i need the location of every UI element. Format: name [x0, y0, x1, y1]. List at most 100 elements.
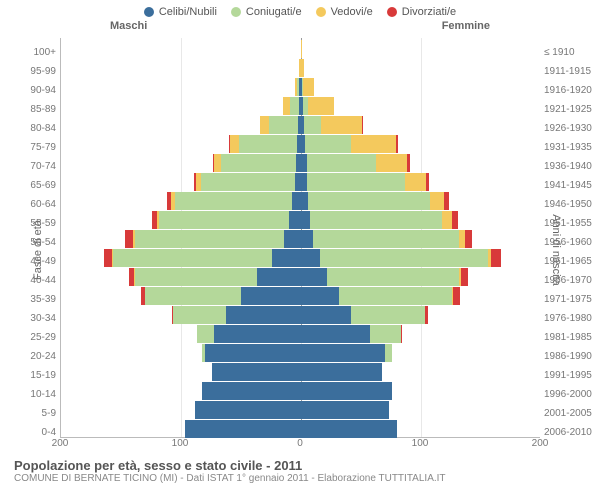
bar-segment — [175, 192, 293, 210]
bar-segment — [308, 97, 334, 115]
birth-year-label: 1996-2000 — [544, 390, 592, 400]
birth-year-label: 1911-1915 — [544, 67, 591, 77]
female-side — [301, 116, 541, 134]
pyramid-row — [61, 344, 540, 362]
bar-segment — [290, 97, 300, 115]
pyramid-row — [61, 97, 540, 115]
bar-segment — [289, 211, 301, 229]
legend-swatch — [316, 7, 326, 17]
female-side — [301, 287, 541, 305]
bar-segment — [239, 135, 297, 153]
age-label: 35-39 — [24, 295, 56, 305]
bar-segment — [301, 325, 371, 343]
age-label: 90-94 — [24, 86, 56, 96]
male-side — [61, 325, 301, 343]
pyramid-row — [61, 249, 540, 267]
bar-segment — [396, 135, 397, 153]
birth-year-label: 1991-1995 — [544, 371, 592, 381]
bar-segment — [339, 287, 452, 305]
bar-segment — [145, 287, 241, 305]
y-axis-title-left: Fasce di età — [32, 220, 44, 280]
bar-segment — [272, 249, 301, 267]
legend-label: Divorziati/e — [402, 6, 456, 18]
birth-year-label: 1961-1965 — [544, 257, 592, 267]
female-side — [301, 173, 541, 191]
bar-segment — [310, 211, 442, 229]
legend-item: Vedovi/e — [316, 6, 373, 18]
male-side — [61, 344, 301, 362]
legend-swatch — [387, 7, 397, 17]
male-side — [61, 211, 301, 229]
bar-segment — [401, 325, 402, 343]
bar-segment — [221, 154, 295, 172]
bar-segment — [135, 230, 284, 248]
female-side — [301, 59, 541, 77]
age-label: 80-84 — [24, 124, 56, 134]
bar-segment — [301, 344, 385, 362]
age-label: 100+ — [24, 48, 56, 58]
age-label: 60-64 — [24, 200, 56, 210]
age-label: 70-74 — [24, 162, 56, 172]
pyramid-row — [61, 287, 540, 305]
bar-segment — [135, 268, 257, 286]
male-side — [61, 173, 301, 191]
male-side — [61, 249, 301, 267]
female-side — [301, 78, 541, 96]
pyramid-row — [61, 230, 540, 248]
bar-segment — [260, 116, 270, 134]
bar-segment — [230, 135, 240, 153]
male-side — [61, 287, 301, 305]
age-label: 75-79 — [24, 143, 56, 153]
female-side — [301, 344, 541, 362]
x-tick-label: 100 — [412, 438, 429, 449]
legend-label: Celibi/Nubili — [159, 6, 217, 18]
birth-year-label: 1976-1980 — [544, 314, 592, 324]
bar-segment — [292, 192, 300, 210]
bar-segment — [173, 306, 226, 324]
female-side — [301, 325, 541, 343]
female-side — [301, 268, 541, 286]
male-side — [61, 116, 301, 134]
bar-segment — [305, 135, 351, 153]
pyramid-row — [61, 40, 540, 58]
female-side — [301, 211, 541, 229]
birth-year-label: 1971-1975 — [544, 295, 592, 305]
bar-segment — [205, 344, 301, 362]
age-label: 25-29 — [24, 333, 56, 343]
male-side — [61, 40, 301, 58]
female-side — [301, 135, 541, 153]
male-side — [61, 420, 301, 438]
bar-segment — [453, 287, 460, 305]
legend-item: Coniugati/e — [231, 6, 302, 18]
bar-segment — [301, 420, 397, 438]
birth-year-label: 1981-1985 — [544, 333, 592, 343]
male-side — [61, 78, 301, 96]
bar-segment — [430, 192, 444, 210]
male-side — [61, 135, 301, 153]
birth-year-label: 1936-1940 — [544, 162, 592, 172]
legend-item: Divorziati/e — [387, 6, 456, 18]
pyramid-row — [61, 116, 540, 134]
age-label: 15-19 — [24, 371, 56, 381]
header-female: Femmine — [442, 20, 490, 32]
bar-segment — [308, 192, 430, 210]
bar-segment — [125, 230, 132, 248]
male-side — [61, 154, 301, 172]
legend-swatch — [144, 7, 154, 17]
bar-segment — [301, 211, 311, 229]
legend-swatch — [231, 7, 241, 17]
bar-segment — [405, 173, 427, 191]
pyramid-row — [61, 135, 540, 153]
bar-segment — [320, 249, 488, 267]
bar-segment — [301, 40, 302, 58]
female-side — [301, 363, 541, 381]
birth-year-label: 1926-1930 — [544, 124, 592, 134]
age-label: 65-69 — [24, 181, 56, 191]
bar-segment — [301, 287, 339, 305]
pyramid-row — [61, 325, 540, 343]
male-side — [61, 192, 301, 210]
bar-segment — [214, 325, 300, 343]
age-label: 40-44 — [24, 276, 56, 286]
legend-label: Coniugati/e — [246, 6, 302, 18]
bar-segment — [269, 116, 298, 134]
